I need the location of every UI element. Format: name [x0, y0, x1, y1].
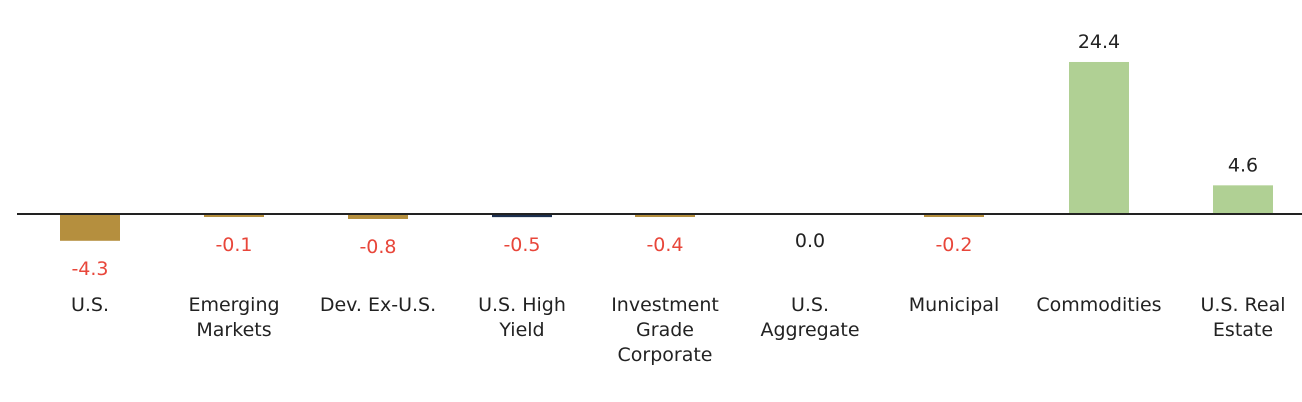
category-label: Emerging — [188, 294, 279, 316]
value-labels-group: -4.3 -0.1 -0.8 -0.5 -0.4 0.0 -0.2 24.4 4.6 — [71, 31, 1258, 280]
value-label: -0.2 — [935, 234, 972, 256]
value-label: -0.8 — [359, 236, 396, 258]
value-label: 4.6 — [1228, 154, 1258, 176]
bar — [1069, 61, 1129, 214]
value-label: -4.3 — [71, 258, 108, 280]
bar — [60, 214, 120, 241]
category-label: Investment — [611, 294, 719, 316]
bar — [924, 214, 984, 217]
category-label: Corporate — [618, 344, 713, 366]
value-label: 24.4 — [1078, 31, 1120, 53]
value-label: -0.5 — [503, 234, 540, 256]
value-label: 0.0 — [795, 230, 825, 252]
category-label: Dev. Ex-U.S. — [320, 294, 436, 316]
category-label: Markets — [196, 319, 271, 341]
category-label: Estate — [1213, 319, 1273, 341]
value-label: -0.1 — [215, 234, 252, 256]
bar — [635, 214, 695, 217]
category-label: U.S. — [71, 294, 109, 316]
category-label: U.S. High — [478, 294, 566, 316]
bar — [348, 214, 408, 219]
value-label: -0.4 — [646, 234, 683, 256]
bar — [204, 214, 264, 217]
bar — [492, 214, 552, 218]
category-label: U.S. Real — [1200, 294, 1285, 316]
category-labels-group: U.S. Emerging Markets Dev. Ex-U.S. U.S. High… — [71, 294, 1286, 366]
category-label: Aggregate — [760, 319, 859, 341]
category-label: Commodities — [1036, 294, 1161, 316]
bar — [1213, 185, 1273, 214]
category-label: U.S. — [791, 294, 829, 316]
bars-group — [60, 61, 1273, 241]
category-label: Grade — [636, 319, 694, 341]
category-label: Yield — [498, 319, 544, 341]
category-label: Municipal — [909, 294, 999, 316]
